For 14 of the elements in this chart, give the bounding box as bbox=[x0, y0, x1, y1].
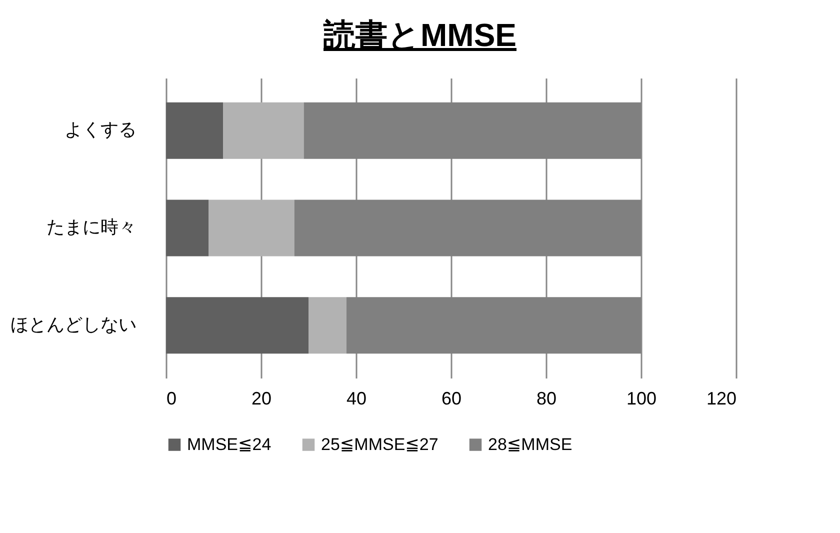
y-tick-label: たまに時々 bbox=[46, 217, 136, 237]
legend-label: 25≦MMSE≦27 bbox=[321, 434, 438, 454]
y-tick-label: ほとんどしない bbox=[10, 314, 136, 334]
x-tick-label: 120 bbox=[706, 388, 736, 408]
legend-label: 28≦MMSE bbox=[488, 434, 572, 454]
x-tick-label: 20 bbox=[251, 388, 272, 408]
x-tick-label: 100 bbox=[626, 388, 657, 408]
x-tick-label: 40 bbox=[346, 388, 367, 408]
x-tick-label: 60 bbox=[441, 388, 462, 408]
x-tick-label: 80 bbox=[536, 388, 557, 408]
x-tick-label: 0 bbox=[166, 388, 177, 408]
y-tick-label: よくする bbox=[64, 120, 136, 140]
legend-label: MMSE≦24 bbox=[187, 434, 272, 454]
chart-title: 読書とMMSE bbox=[322, 16, 518, 55]
